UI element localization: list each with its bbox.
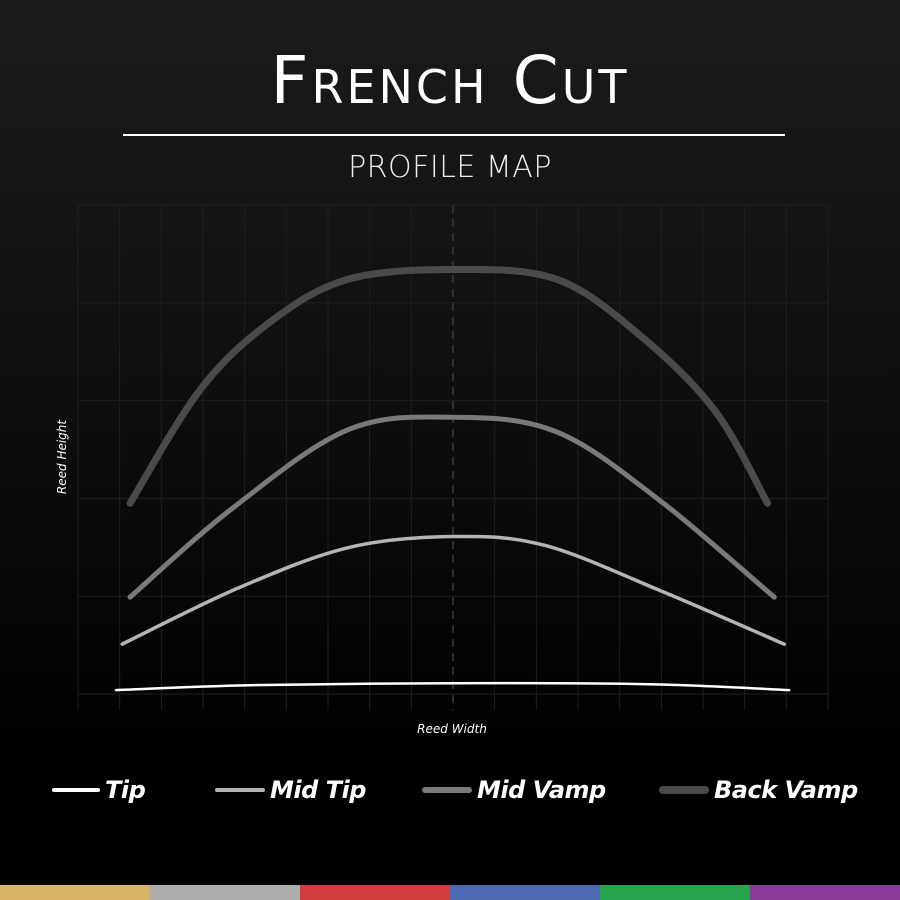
series-line-mid-tip bbox=[120, 534, 786, 646]
legend-item-mid-tip: Mid Tip bbox=[215, 772, 366, 808]
legend-item-tip: Tip bbox=[52, 772, 146, 808]
series-lines bbox=[114, 266, 791, 692]
legend-swatch-mid-vamp bbox=[422, 787, 472, 793]
legend-swatch-mid-tip bbox=[215, 787, 265, 793]
color-stripe-segment bbox=[0, 885, 150, 900]
title-divider bbox=[123, 134, 785, 136]
series-line-mid-vamp bbox=[127, 414, 777, 600]
color-stripe-segment bbox=[600, 885, 750, 900]
x-axis-label: Reed Width bbox=[417, 722, 487, 736]
page-subtitle: PROFILE MAP bbox=[348, 150, 552, 185]
color-stripe-segment bbox=[150, 885, 300, 900]
chart: Reed Width Reed Height bbox=[55, 204, 829, 736]
legend-label: Mid Tip bbox=[270, 776, 366, 804]
series-line-tip bbox=[114, 681, 791, 692]
grid bbox=[77, 204, 829, 710]
legend-label: Tip bbox=[105, 776, 146, 804]
legend-item-mid-vamp: Mid Vamp bbox=[422, 772, 606, 808]
color-stripe-segment bbox=[750, 885, 900, 900]
legend-item-back-vamp: Back Vamp bbox=[659, 772, 858, 808]
page-title: French Cut bbox=[270, 42, 630, 119]
legend-label: Back Vamp bbox=[714, 776, 858, 804]
legend: Tip Mid Tip Mid Vamp Back Vamp bbox=[0, 772, 900, 812]
legend-label: Mid Vamp bbox=[477, 776, 606, 804]
legend-swatch-back-vamp bbox=[659, 786, 709, 794]
series-line-back-vamp bbox=[126, 266, 772, 507]
color-stripe bbox=[0, 885, 900, 900]
color-stripe-segment bbox=[450, 885, 600, 900]
color-stripe-segment bbox=[300, 885, 450, 900]
y-axis-label: Reed Height bbox=[55, 419, 69, 494]
legend-swatch-tip bbox=[52, 788, 100, 792]
